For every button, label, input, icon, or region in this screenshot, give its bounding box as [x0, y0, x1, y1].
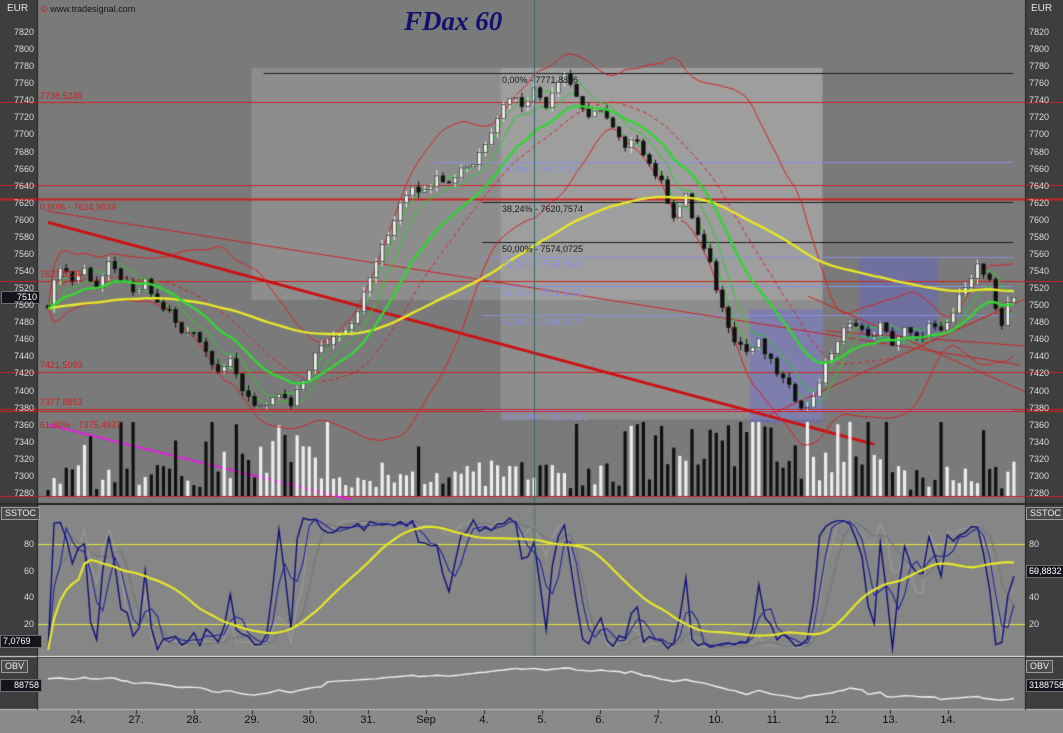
chart-canvas[interactable]: [0, 0, 1063, 733]
trading-chart-window: EUR EUR © www.tradesignal.com FDax 60 75…: [0, 0, 1063, 733]
